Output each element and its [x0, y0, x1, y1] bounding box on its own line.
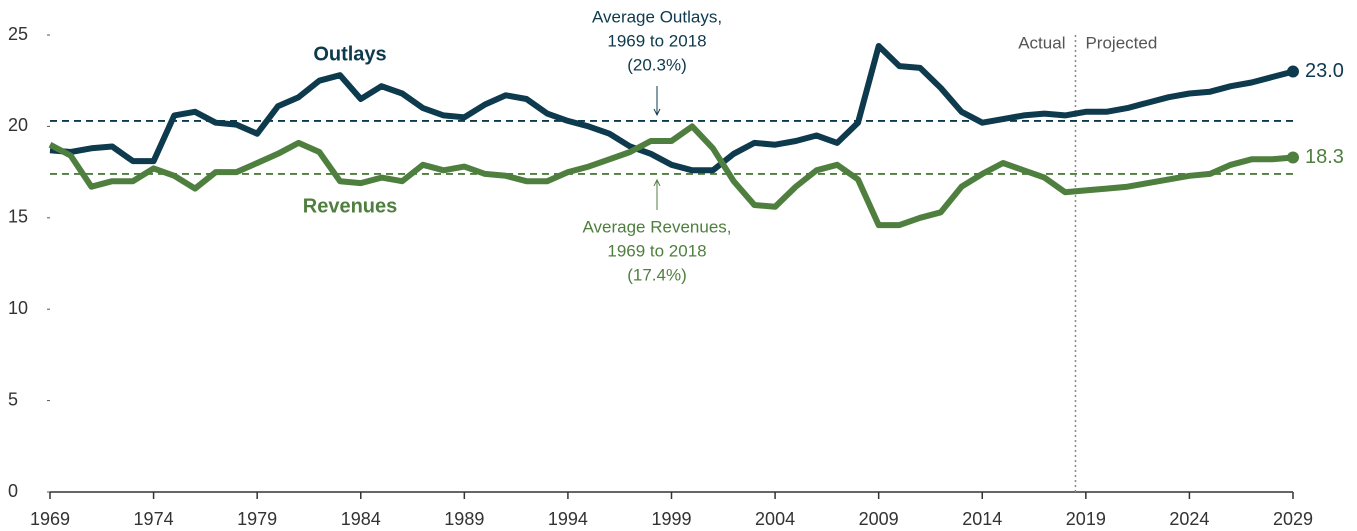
arrow-head	[653, 178, 661, 187]
divider-label: Actual	[1018, 33, 1065, 52]
x-tick-label: 1994	[548, 509, 588, 529]
series-line	[49, 43, 1294, 174]
y-tick-label: 5	[8, 389, 18, 409]
y-tick-label: 15	[8, 207, 28, 227]
x-tick-label: 1979	[237, 509, 277, 529]
x-tick-label: 1984	[341, 509, 381, 529]
x-tick-label: 2024	[1169, 509, 1209, 529]
x-tick-label: 1999	[651, 509, 691, 529]
series-line	[48, 123, 1294, 229]
y-tick-label: 10	[8, 298, 28, 318]
x-tick-label: 1989	[444, 509, 484, 529]
x-tick-label: 2014	[962, 509, 1002, 529]
series-label: Revenues	[303, 195, 398, 217]
average-label: 1969 to 2018	[607, 241, 706, 260]
series-label: Outlays	[313, 43, 386, 65]
end-point	[1287, 151, 1299, 164]
average-label: Average Revenues,	[582, 217, 731, 236]
y-tick-label: 20	[8, 115, 28, 135]
x-tick-label: 2019	[1066, 509, 1106, 529]
x-tick-label: 1974	[134, 509, 174, 529]
average-label: Average Outlays,	[592, 7, 722, 26]
x-tick-label: 2009	[859, 509, 899, 529]
value-label: 23.0	[1305, 60, 1344, 82]
y-tick-label: 0	[8, 481, 18, 501]
y-tick-label: 25	[8, 24, 28, 44]
x-tick-label: 2004	[755, 509, 795, 529]
x-tick-label: 2029	[1273, 509, 1313, 529]
value-label: 18.3	[1305, 146, 1344, 168]
average-label: (17.4%)	[627, 265, 687, 284]
average-label: 1969 to 2018	[607, 31, 706, 50]
average-label: (20.3%)	[627, 55, 687, 74]
end-point	[1287, 65, 1299, 78]
divider-label: Projected	[1085, 33, 1157, 52]
arrow-head	[653, 108, 661, 117]
x-tick-label: 1969	[30, 509, 70, 529]
